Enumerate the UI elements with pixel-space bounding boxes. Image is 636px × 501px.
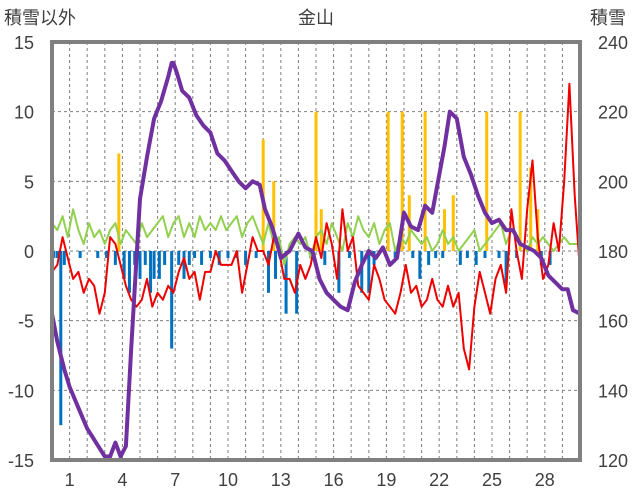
y2-tick-label: 180 — [598, 242, 628, 262]
snowfall-bar — [485, 111, 489, 252]
change-bar — [483, 251, 487, 258]
change-bar — [55, 251, 59, 258]
snowfall-bar — [529, 167, 533, 251]
x-tick-label: 10 — [218, 470, 238, 490]
change-bar — [96, 251, 100, 258]
change-bar — [254, 251, 258, 258]
change-bar — [163, 251, 167, 265]
snowfall-bar — [423, 111, 427, 252]
change-bar — [59, 251, 63, 426]
line-series — [50, 60, 581, 459]
plot-frame — [50, 40, 582, 462]
y2-tick-label: 120 — [598, 451, 628, 471]
y-tick-label: -10 — [8, 381, 34, 401]
change-bar — [138, 251, 142, 279]
y2-tick-label: 140 — [598, 381, 628, 401]
x-tick-label: 1 — [65, 470, 75, 490]
change-bar — [149, 251, 153, 293]
change-bar — [177, 251, 181, 265]
change-bar — [208, 251, 212, 258]
snowfall-bar — [442, 209, 446, 251]
y2-tick-label: 220 — [598, 103, 628, 123]
change-bar — [441, 251, 445, 258]
y-axis-title: 積雪以外 — [4, 8, 76, 28]
change-bar — [347, 251, 351, 258]
change-bar — [226, 251, 230, 258]
change-bar — [337, 251, 341, 293]
y2-axis-title: 積雪 — [590, 8, 626, 28]
snowfall-bar — [518, 111, 522, 252]
change-bar — [418, 251, 422, 279]
change-bar — [62, 251, 66, 265]
y-tick-label: 15 — [14, 33, 34, 53]
change-bar — [143, 251, 147, 265]
snowfall-bar — [117, 153, 121, 251]
change-bar — [465, 251, 469, 258]
x-tick-label: 25 — [482, 470, 502, 490]
change-bar — [367, 251, 371, 293]
change-bar — [393, 251, 397, 258]
change-bar — [152, 251, 156, 279]
x-axis-tick-labels: 1 4 7 10 13 16 19 22 25 28 — [65, 470, 555, 490]
y-tick-label: -15 — [8, 451, 34, 471]
y2-tick-label: 160 — [598, 312, 628, 332]
change-bar — [244, 251, 248, 265]
change-bar — [78, 251, 82, 258]
change-bar — [411, 251, 415, 258]
change-bar — [474, 251, 478, 265]
change-bar — [504, 251, 508, 286]
y-tick-label: 5 — [24, 172, 34, 192]
change-bar — [266, 251, 270, 293]
snow_depth-line — [50, 60, 581, 459]
y2-axis-tick-labels: 240 220 200 180 160 140 120 — [598, 33, 628, 471]
x-tick-label: 28 — [535, 470, 555, 490]
snowfall-bar — [400, 111, 404, 252]
snowfall-bar — [451, 195, 455, 251]
bar-series — [52, 111, 552, 426]
x-tick-label: 4 — [117, 470, 127, 490]
temperature-line — [51, 82, 581, 371]
change-bar — [434, 251, 438, 258]
change-bar — [323, 251, 327, 265]
y-tick-label: -5 — [18, 312, 34, 332]
change-bar — [105, 251, 109, 258]
snowfall-bar — [386, 111, 390, 252]
change-bar — [113, 251, 117, 265]
x-tick-label: 16 — [324, 470, 344, 490]
y2-tick-label: 240 — [598, 33, 628, 53]
y-tick-label: 0 — [24, 242, 34, 262]
change-bar — [193, 251, 197, 258]
y-axis-tick-labels: 15 10 5 0 -5 -10 -15 — [8, 33, 34, 471]
change-bar — [127, 251, 131, 293]
y-tick-label: 10 — [14, 103, 34, 123]
change-bar — [170, 251, 174, 349]
change-bar — [122, 251, 126, 279]
change-bar — [284, 251, 288, 314]
y2-tick-label: 200 — [598, 172, 628, 192]
x-tick-label: 22 — [429, 470, 449, 490]
snowfall-bar — [314, 111, 318, 252]
chart-title: 金山 — [298, 8, 334, 28]
change-bar — [427, 251, 431, 265]
change-bar — [360, 251, 364, 293]
change-bar — [187, 251, 191, 265]
change-bar — [497, 251, 501, 258]
change-bar — [458, 251, 462, 265]
snowfall-bar — [272, 181, 276, 251]
change-bar — [157, 251, 161, 279]
change-bar — [182, 251, 186, 279]
change-bar — [274, 251, 278, 279]
x-tick-label: 7 — [170, 470, 180, 490]
x-tick-label: 13 — [271, 470, 291, 490]
change-bar — [200, 251, 204, 265]
x-tick-label: 19 — [376, 470, 396, 490]
